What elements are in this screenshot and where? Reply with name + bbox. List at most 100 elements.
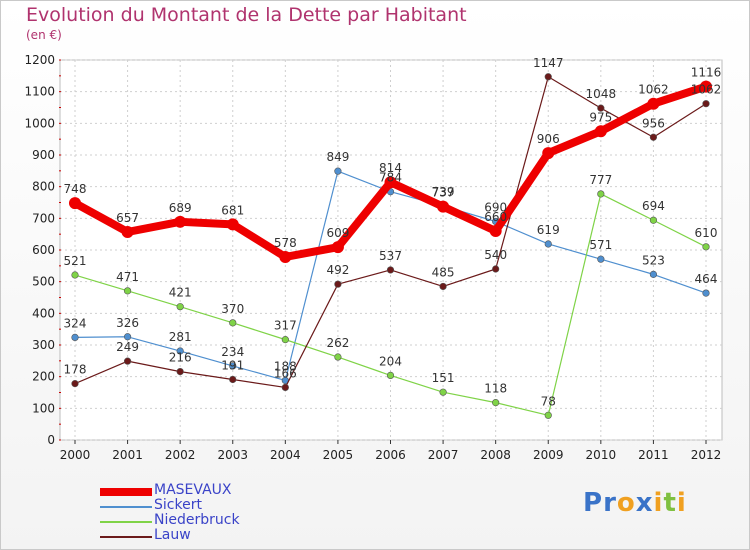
data-label: 537 bbox=[379, 249, 402, 263]
data-label: 681 bbox=[221, 203, 244, 217]
legend-swatch bbox=[100, 536, 152, 538]
logo-letter: t bbox=[663, 488, 677, 518]
data-label: 694 bbox=[642, 199, 665, 213]
data-label: 464 bbox=[695, 272, 718, 286]
data-point bbox=[229, 362, 237, 370]
data-point bbox=[700, 80, 712, 93]
data-label: 1062 bbox=[638, 83, 669, 97]
data-label: 540 bbox=[484, 248, 507, 262]
data-label: 748 bbox=[64, 182, 87, 196]
data-label: 326 bbox=[116, 316, 139, 330]
chart-title: Evolution du Montant de la Dette par Hab… bbox=[26, 4, 467, 26]
x-tick-label: 2009 bbox=[533, 448, 564, 462]
data-label: 660 bbox=[484, 210, 507, 224]
data-label: 849 bbox=[326, 150, 349, 164]
data-label: 234 bbox=[221, 345, 244, 359]
data-label: 281 bbox=[169, 330, 192, 344]
data-label: 492 bbox=[326, 263, 349, 277]
x-tick-label: 2000 bbox=[60, 448, 91, 462]
data-label: 571 bbox=[589, 238, 612, 252]
data-point bbox=[174, 215, 187, 228]
data-label: 906 bbox=[537, 132, 560, 146]
x-tick-label: 2001 bbox=[112, 448, 143, 462]
data-label: 188 bbox=[274, 359, 297, 373]
y-tick-label: 0 bbox=[47, 433, 55, 447]
x-tick-label: 2010 bbox=[586, 448, 617, 462]
data-label: 523 bbox=[642, 253, 665, 267]
data-point bbox=[69, 197, 81, 210]
data-point bbox=[594, 125, 607, 138]
x-tick-label: 2002 bbox=[165, 448, 196, 462]
data-label: 249 bbox=[116, 340, 139, 354]
data-label: 166 bbox=[274, 366, 297, 380]
data-label: 956 bbox=[642, 116, 665, 130]
chart-subtitle: (en €) bbox=[26, 28, 62, 42]
data-point bbox=[334, 353, 342, 361]
data-point bbox=[334, 280, 342, 288]
data-label: 485 bbox=[432, 265, 455, 279]
data-point bbox=[386, 371, 395, 380]
y-tick-label: 200 bbox=[32, 370, 55, 384]
x-tick-label: 2008 bbox=[480, 448, 511, 462]
data-point bbox=[331, 241, 344, 254]
data-point bbox=[439, 388, 447, 396]
data-point bbox=[544, 73, 552, 81]
legend-label: Lauw bbox=[154, 527, 191, 543]
data-label: 610 bbox=[695, 226, 718, 240]
logo-letter: r bbox=[603, 488, 617, 518]
y-tick-label: 100 bbox=[32, 401, 55, 415]
data-label: 191 bbox=[221, 359, 244, 373]
data-point bbox=[226, 218, 239, 231]
data-point bbox=[702, 289, 710, 297]
data-point bbox=[176, 347, 184, 355]
data-label: 657 bbox=[116, 211, 139, 225]
y-tick-label: 1200 bbox=[24, 53, 55, 67]
data-label: 421 bbox=[169, 286, 192, 300]
data-point bbox=[123, 357, 132, 365]
data-label: 118 bbox=[484, 382, 507, 396]
y-tick-label: 400 bbox=[32, 306, 55, 320]
data-point bbox=[439, 282, 447, 291]
y-tick-label: 900 bbox=[32, 148, 55, 162]
x-tick-label: 2006 bbox=[375, 448, 406, 462]
data-label: 204 bbox=[379, 354, 402, 368]
legend-swatch bbox=[100, 521, 152, 523]
data-point bbox=[492, 399, 500, 407]
data-label: 777 bbox=[589, 173, 612, 187]
logo-letter: i bbox=[676, 488, 687, 518]
y-tick-label: 500 bbox=[32, 275, 55, 289]
x-tick-label: 2011 bbox=[638, 448, 669, 462]
data-point bbox=[597, 255, 605, 263]
data-point bbox=[123, 333, 132, 341]
data-label: 609 bbox=[326, 226, 349, 240]
data-point bbox=[649, 133, 658, 141]
data-label: 262 bbox=[326, 336, 349, 350]
data-point bbox=[544, 411, 552, 419]
data-label: 216 bbox=[169, 351, 192, 365]
logo-letter: o bbox=[616, 488, 636, 518]
data-point bbox=[176, 368, 184, 376]
data-point bbox=[597, 104, 605, 112]
y-tick-label: 600 bbox=[32, 243, 55, 257]
data-point bbox=[647, 97, 660, 110]
data-point bbox=[702, 243, 710, 251]
logo-letter: x bbox=[635, 488, 654, 518]
data-point bbox=[386, 266, 395, 274]
data-point bbox=[544, 240, 552, 248]
data-point bbox=[542, 147, 555, 160]
x-tick-label: 2007 bbox=[428, 448, 459, 462]
data-label: 1147 bbox=[533, 56, 564, 70]
legend-swatch bbox=[100, 506, 152, 508]
data-point bbox=[279, 250, 292, 263]
data-label: 324 bbox=[64, 316, 87, 330]
data-label: 1048 bbox=[586, 87, 617, 101]
data-label: 471 bbox=[116, 270, 139, 284]
legend-label: Sickert bbox=[154, 497, 202, 513]
data-point bbox=[702, 100, 710, 108]
x-tick-label: 2003 bbox=[217, 448, 248, 462]
data-point bbox=[71, 271, 79, 279]
legend-swatch bbox=[100, 488, 152, 496]
data-point bbox=[176, 303, 184, 311]
data-point bbox=[123, 287, 132, 295]
data-point bbox=[229, 319, 237, 327]
